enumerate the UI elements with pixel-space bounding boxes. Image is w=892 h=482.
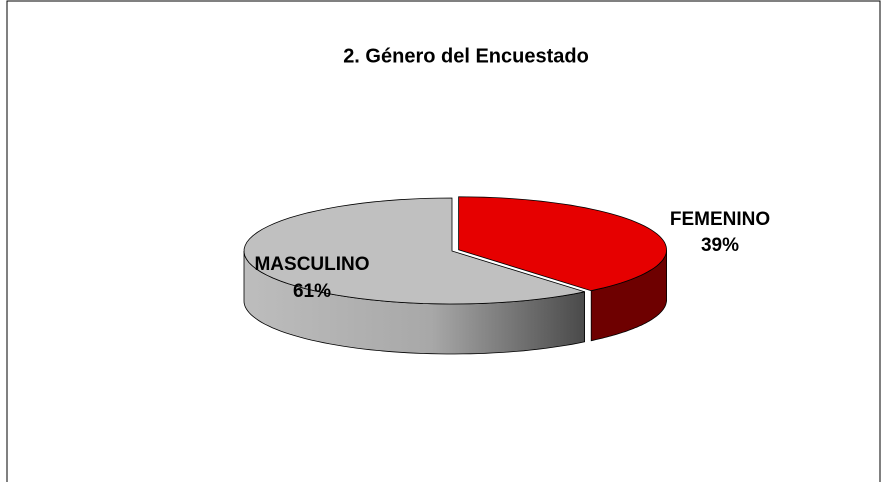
slice-value-label: 39% (701, 235, 739, 256)
chart-border (6, 0, 881, 482)
slice-label: MASCULINO (254, 254, 369, 275)
slice (243, 197, 585, 305)
slice-label: FEMENINO (670, 209, 770, 230)
slice-value-label: 61% (293, 281, 331, 302)
chart-title: 2. Género del Encuestado (343, 45, 589, 67)
slice (458, 196, 667, 292)
